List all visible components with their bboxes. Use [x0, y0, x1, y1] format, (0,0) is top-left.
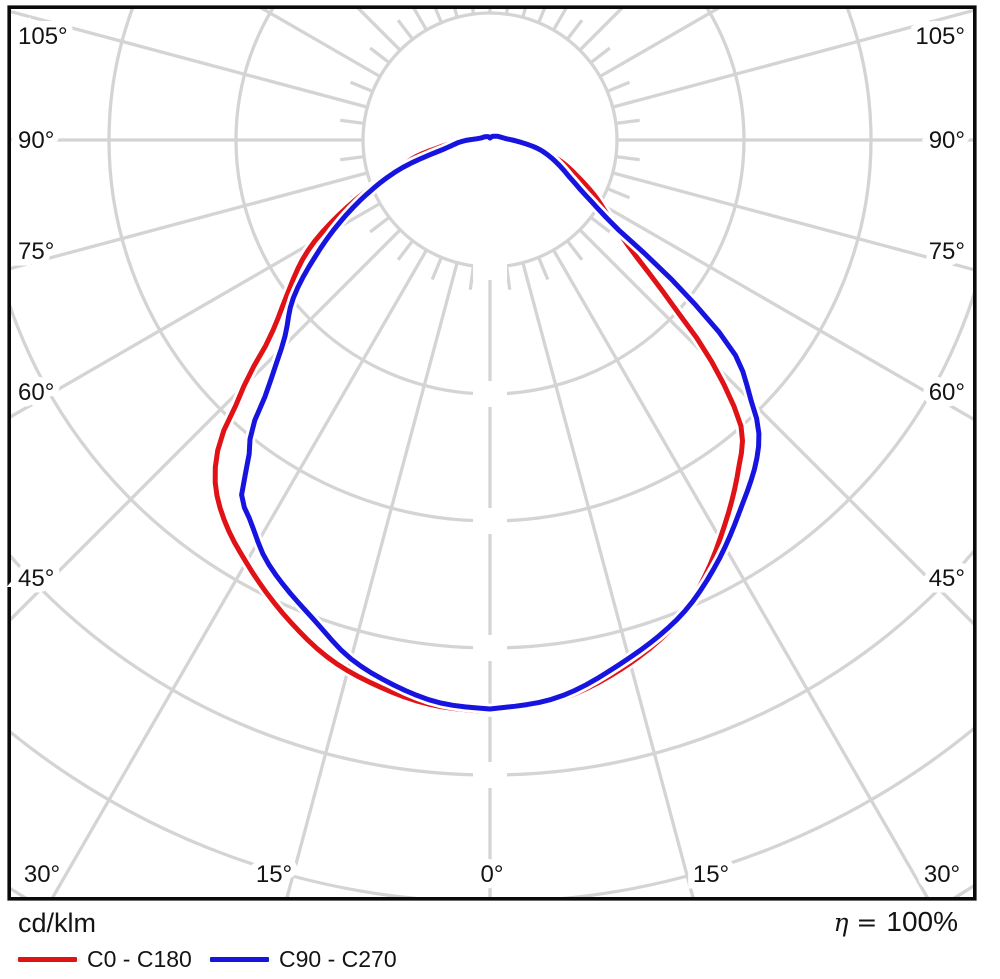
angle-label: 75°: [18, 238, 54, 265]
grid-radial-line: [612, 9, 973, 109]
grid-radial-line: [285, 262, 459, 897]
axis-ring-break: [473, 635, 507, 661]
grid-minor-tick: [615, 118, 640, 126]
grid-minor-tick: [340, 118, 365, 126]
grid-radial-line: [612, 171, 973, 272]
grid-minor-tick: [606, 187, 631, 200]
grid-radial-line: [11, 9, 368, 109]
axis-ring-break: [473, 508, 507, 534]
grid-radial-line: [11, 228, 402, 622]
grid-radial-line: [11, 171, 368, 271]
grid-minor-tick: [537, 256, 550, 281]
grid-minor-tick: [566, 239, 584, 261]
grid-radial-line: [521, 262, 695, 897]
grid-minor-tick: [537, 9, 547, 24]
grid-minor-tick: [349, 80, 374, 93]
angle-label-halo: 45°: [18, 565, 54, 592]
grid-minor-tick: [468, 265, 476, 290]
angle-label: 30°: [24, 861, 60, 888]
grid-minor-tick: [589, 216, 611, 234]
grid-minor-tick: [589, 46, 611, 64]
angle-label-halo: 90°: [18, 127, 54, 154]
angle-label: 15°: [693, 861, 729, 888]
grid-minor-tick: [504, 265, 512, 290]
grid-minor-tick: [615, 154, 640, 162]
grid-minor-tick: [566, 19, 584, 41]
angle-label-halo: 30°: [924, 861, 960, 888]
angle-label: 90°: [18, 127, 54, 154]
grid-minor-tick: [369, 216, 391, 234]
angle-label-halo: 60°: [18, 379, 54, 406]
axis-ring-break: [473, 762, 507, 788]
angle-label-halo: 15°: [256, 861, 292, 888]
legend-label: C0 - C180: [87, 946, 192, 972]
angle-label: 105°: [18, 23, 68, 50]
angle-label-halo: 105°: [915, 23, 965, 50]
legend-label: C90 - C270: [279, 946, 397, 972]
angle-label: 45°: [18, 565, 54, 592]
angle-label: 45°: [929, 565, 965, 592]
legend-item-c90-c270: C90 - C270: [210, 946, 397, 973]
angle-label-halo: 75°: [929, 238, 965, 265]
grid-radial-line: [552, 249, 929, 897]
grid-minor-tick: [471, 9, 476, 15]
axis-ring-break: [473, 254, 507, 280]
angle-label-halo: 60°: [929, 379, 965, 406]
angle-label-halo: 75°: [18, 238, 54, 265]
curve-c90-c270: [239, 133, 762, 712]
grid-minor-tick: [396, 239, 414, 261]
grid-radial-line: [578, 228, 973, 626]
plot-area: [11, 9, 973, 897]
efficiency-readout: η = 100%: [834, 906, 959, 938]
grid-minor-tick: [396, 19, 414, 41]
grid-minor-tick: [504, 9, 509, 15]
legend-swatch-red-line: [18, 957, 77, 962]
polar-chart-canvas: 105°105°90°90°75°75°60°60°45°45°105°105°…: [7, 5, 977, 901]
eta-symbol: η =: [833, 908, 878, 937]
grid-ring: [11, 291, 973, 650]
angle-label: 0°: [481, 861, 504, 888]
axis-ring-break: [473, 381, 507, 407]
angle-label-halo: 105°: [18, 23, 68, 50]
legend-item-c0-c180: C0 - C180: [18, 946, 192, 973]
grid-minor-tick: [369, 46, 391, 64]
unit-label: cd/klm: [18, 908, 97, 938]
grid-radial-line: [11, 202, 381, 419]
angle-label: 30°: [924, 861, 960, 888]
grid-minor-tick: [430, 256, 443, 281]
angle-label: 90°: [929, 127, 965, 154]
angle-label: 15°: [256, 861, 292, 888]
angle-label: 105°: [915, 23, 965, 50]
angle-label: 60°: [18, 379, 54, 406]
eta-value: 100%: [886, 906, 958, 937]
chart-border: [7, 5, 977, 901]
grid-radial-line: [599, 202, 973, 421]
angle-label: 60°: [929, 379, 965, 406]
angle-label-halo: 30°: [24, 861, 60, 888]
angle-label-halo: 15°: [693, 861, 729, 888]
angle-label: 75°: [929, 238, 965, 265]
grid-minor-tick: [340, 154, 365, 162]
legend-swatch-blue-line: [210, 957, 269, 962]
grid-radial-line: [51, 249, 428, 897]
grid-minor-tick: [606, 80, 631, 93]
grid-minor-tick: [433, 9, 443, 24]
angle-label-halo: 45°: [929, 565, 965, 592]
angle-label-halo: 90°: [929, 127, 965, 154]
